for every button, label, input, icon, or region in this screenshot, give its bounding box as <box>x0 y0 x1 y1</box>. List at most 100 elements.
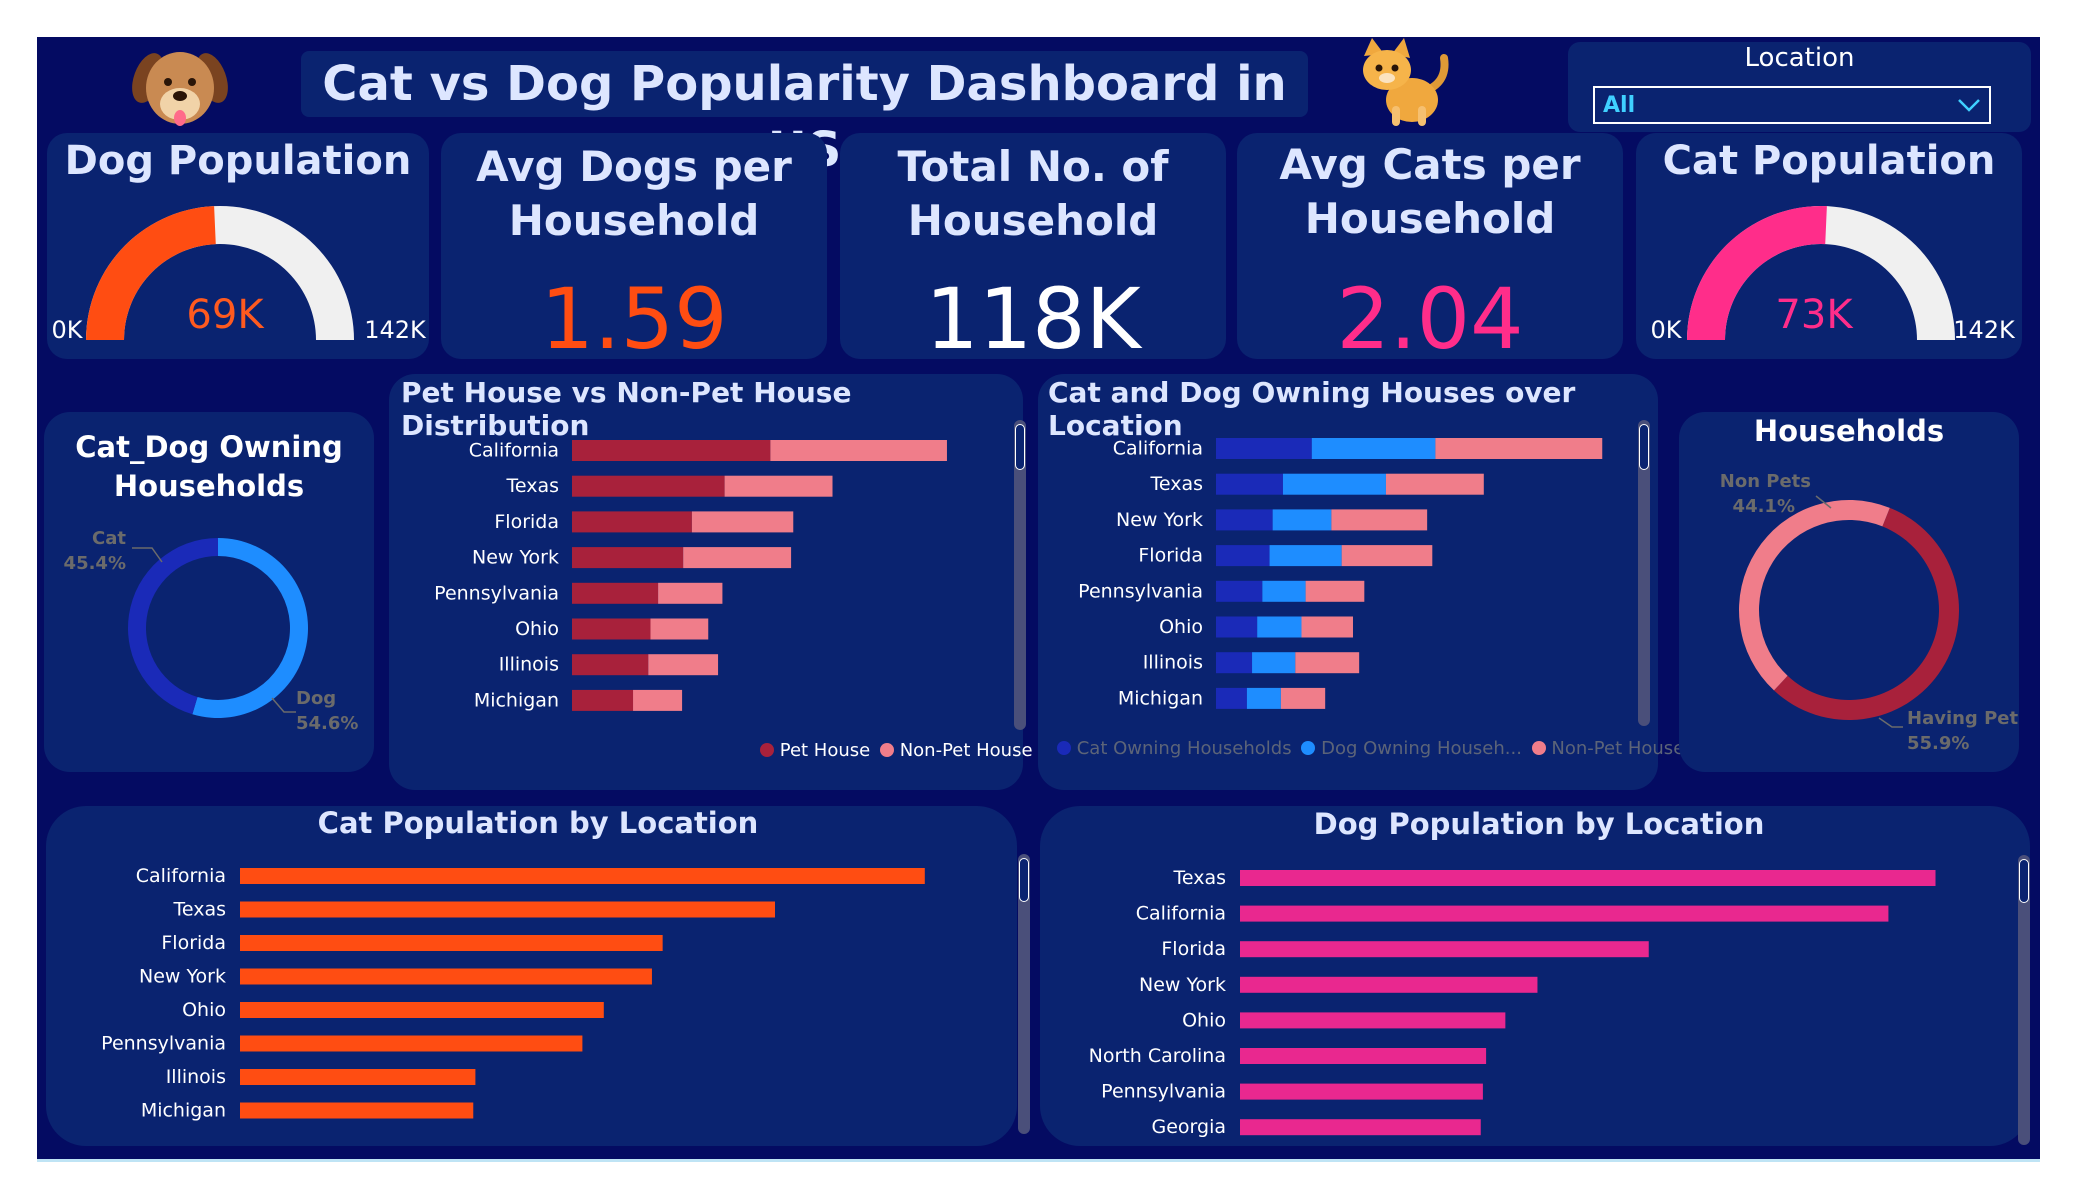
bar[interactable] <box>1240 1012 1506 1029</box>
category-label: Illinois <box>166 1066 226 1088</box>
bar-non-pet-house[interactable] <box>1301 616 1353 638</box>
bar-pet-house[interactable] <box>572 654 649 676</box>
bar-cat-owning-households[interactable] <box>1216 687 1247 709</box>
bar-pet-house[interactable] <box>572 689 634 711</box>
bar[interactable] <box>1240 870 1936 886</box>
category-label: Pennsylvania <box>101 1033 226 1055</box>
bar-pet-house[interactable] <box>572 440 771 461</box>
bar-dog-owning-househ-[interactable] <box>1262 580 1306 602</box>
cat-population-gauge: 73K 0K 142K <box>1650 205 2016 344</box>
category-label: Florida <box>1138 545 1203 567</box>
dog-pop-location-chart: Texas California Florida New York Ohio North … <box>1089 867 1936 1138</box>
cat-pop-location-scrollbar[interactable] <box>1018 854 1030 1134</box>
category-label: New York <box>1139 974 1226 996</box>
pet-vs-nonpet-scrollbar[interactable] <box>1014 420 1026 730</box>
bar-non-pet-house[interactable] <box>648 654 719 676</box>
bar[interactable] <box>1240 1048 1487 1064</box>
location-dropdown-value: All <box>1603 93 1636 118</box>
total-households-value: 118K <box>925 270 1141 368</box>
bar-non-pet-house[interactable] <box>1280 687 1326 709</box>
cat-dog-owning-slice-dog[interactable] <box>192 538 308 718</box>
bar[interactable] <box>1240 941 1649 958</box>
bar-non-pet-house[interactable] <box>650 618 709 640</box>
bar[interactable] <box>1240 1119 1481 1136</box>
bar[interactable] <box>240 935 663 951</box>
cat-pop-location-chart: California Texas Florida New York Ohio Pennsy… <box>101 865 925 1122</box>
category-label: Texas <box>1172 867 1226 889</box>
bar-pet-house[interactable] <box>572 618 651 640</box>
nonpets-slice-name: Non Pets <box>1720 471 1811 492</box>
bar[interactable] <box>240 1035 583 1052</box>
dog-pop-location-scrollbar[interactable] <box>2018 855 2030 1145</box>
bar[interactable] <box>1240 905 1889 922</box>
cat-gauge-min: 0K <box>1650 316 1682 344</box>
dog-population-title: Dog Population <box>64 138 412 184</box>
bar-non-pet-house[interactable] <box>633 689 683 711</box>
bar-non-pet-house[interactable] <box>1331 509 1428 531</box>
bar-cat-owning-households[interactable] <box>1216 473 1283 495</box>
havingpets-slice-leader <box>1878 717 1903 728</box>
bar-cat-owning-households[interactable] <box>1216 509 1273 531</box>
bar-pet-house[interactable] <box>572 582 659 604</box>
dog-slice-name: Dog <box>296 688 336 709</box>
category-label: California <box>136 865 226 887</box>
category-label: Pennsylvania <box>1101 1081 1226 1103</box>
bar-non-pet-house[interactable] <box>1295 652 1360 674</box>
bar[interactable] <box>240 1069 476 1085</box>
category-label: Michigan <box>141 1100 226 1122</box>
cat-dog-owning-title-line2: Households <box>113 469 305 503</box>
bar-non-pet-house[interactable] <box>658 582 723 604</box>
cat-dog-owning-title-line1: Cat_Dog Owning <box>75 430 343 464</box>
bar-non-pet-house[interactable] <box>1305 580 1365 602</box>
bar-pet-house[interactable] <box>572 547 684 569</box>
avg-dogs-title-line2: Household <box>508 196 760 245</box>
legend-dog-owning-marker <box>1301 741 1316 755</box>
bar-dog-owning-househ-[interactable] <box>1257 616 1302 638</box>
bar-dog-owning-househ-[interactable] <box>1282 473 1386 495</box>
bar-non-pet-house[interactable] <box>683 547 792 569</box>
cat-slice-leader <box>132 547 163 563</box>
dog-pop-location-scroll-thumb[interactable] <box>2019 859 2029 903</box>
cat-icon <box>1363 38 1449 126</box>
households-slice-having-pets[interactable] <box>1773 507 1959 720</box>
bar-cat-owning-households[interactable] <box>1216 545 1270 567</box>
bar-dog-owning-househ-[interactable] <box>1311 438 1436 459</box>
bar-non-pet-house[interactable] <box>770 440 947 461</box>
bar-non-pet-house[interactable] <box>1385 473 1484 495</box>
bar-dog-owning-househ-[interactable] <box>1252 652 1296 674</box>
bar[interactable] <box>1240 1083 1483 1100</box>
bar-cat-owning-households[interactable] <box>1216 580 1263 602</box>
bar-cat-owning-households[interactable] <box>1216 438 1312 459</box>
bar-dog-owning-househ-[interactable] <box>1272 509 1332 531</box>
bar-pet-house[interactable] <box>572 511 692 533</box>
cat-pop-location-scroll-thumb[interactable] <box>1019 858 1029 902</box>
bar[interactable] <box>240 901 775 918</box>
bar-non-pet-house[interactable] <box>1341 545 1433 567</box>
bar[interactable] <box>240 1102 474 1119</box>
cat-dog-location-scrollbar[interactable] <box>1638 420 1650 726</box>
bar-cat-owning-households[interactable] <box>1216 616 1258 638</box>
location-dropdown[interactable]: All <box>1593 86 1991 124</box>
bar[interactable] <box>240 968 652 985</box>
bar[interactable] <box>240 1002 604 1018</box>
legend-cat-owning-marker <box>1057 741 1071 755</box>
bar-non-pet-house[interactable] <box>724 475 833 497</box>
bar-cat-owning-households[interactable] <box>1216 652 1253 674</box>
category-label: Ohio <box>1159 616 1203 638</box>
dog-pop-location-card <box>1040 806 2030 1146</box>
dog-slice-leader <box>271 697 296 713</box>
avg-cats-title-line2: Household <box>1304 194 1556 243</box>
cat-dog-owning-slice-cat[interactable] <box>127 538 218 715</box>
households-slice-non-pets[interactable] <box>1739 500 1890 691</box>
bar[interactable] <box>1240 976 1538 993</box>
bar-dog-owning-househ-[interactable] <box>1246 687 1281 709</box>
bar-dog-owning-househ-[interactable] <box>1269 545 1342 567</box>
bar[interactable] <box>240 868 925 884</box>
bar-non-pet-house[interactable] <box>1435 438 1603 459</box>
cat-dog-location-scroll-thumb[interactable] <box>1639 424 1649 470</box>
bar-pet-house[interactable] <box>572 475 725 497</box>
pet-vs-nonpet-scroll-thumb[interactable] <box>1015 424 1025 470</box>
legend-nonpet-house: Non-Pet House <box>899 740 1033 761</box>
bar-non-pet-house[interactable] <box>691 511 794 533</box>
